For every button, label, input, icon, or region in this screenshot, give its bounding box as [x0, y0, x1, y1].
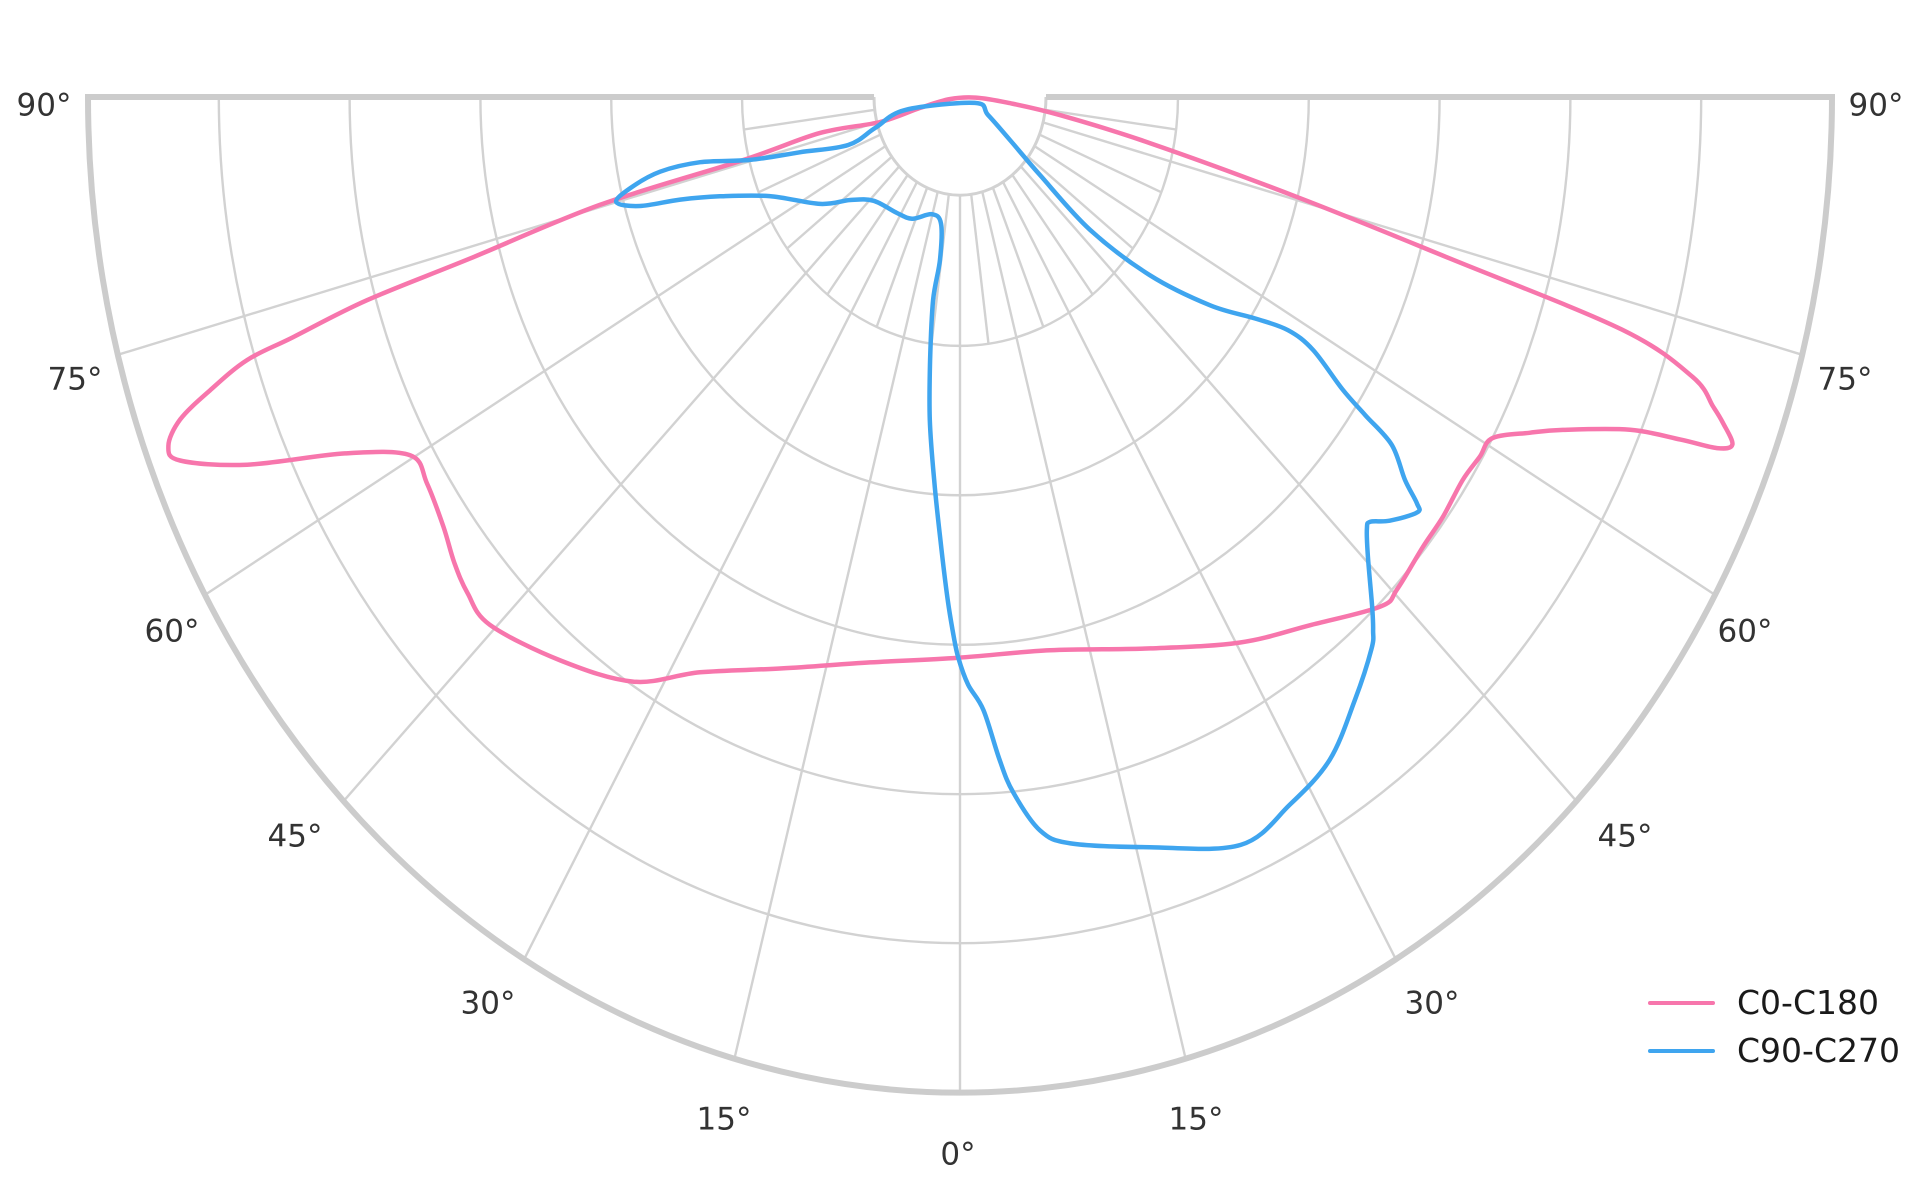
angle-label-0-90deg: 90°	[17, 88, 72, 124]
legend-swatch-c90-c270	[1648, 1049, 1715, 1053]
angle-label-1-75deg: 75°	[48, 362, 103, 398]
angle-label-5-15deg: 15°	[697, 1102, 752, 1138]
grid-hole	[872, 96, 1048, 197]
grid-radial-minor--22.5deg	[875, 187, 929, 328]
angle-label-12-90deg: 90°	[1849, 88, 1904, 124]
grid-radial-15deg	[981, 191, 1187, 1060]
grid-radial-minor-37.5deg	[1011, 174, 1094, 296]
grid-radial--15deg	[733, 191, 939, 1060]
series-curves	[166, 95, 1735, 852]
grid-radial--45deg	[342, 165, 901, 803]
grid-radial--60deg	[204, 145, 887, 597]
angle-label-4-30deg: 30°	[461, 986, 516, 1022]
grid-radial-30deg	[1001, 181, 1398, 961]
grid-radial-minor-67.5deg	[1038, 133, 1162, 194]
grid-rim	[84, 93, 1836, 1096]
legend-item-c0-c180: C0-C180	[1648, 984, 1900, 1022]
angle-label-7-15deg: 15°	[1169, 1102, 1224, 1138]
grid-radial-minor--37.5deg	[826, 174, 909, 296]
angle-label-8-30deg: 30°	[1405, 986, 1460, 1022]
legend-label-c90-c270: C90-C270	[1737, 1031, 1900, 1070]
legend: C0-C180 C90-C270	[1648, 984, 1900, 1070]
grid-radial-minor--67.5deg	[758, 133, 882, 194]
angle-label-9-45deg: 45°	[1598, 819, 1653, 855]
legend-label-c0-c180: C0-C180	[1737, 983, 1879, 1022]
polar-grid	[84, 93, 1836, 1096]
grid-radial-75deg	[1042, 121, 1803, 356]
angle-label-11-75deg: 75°	[1818, 362, 1873, 398]
angle-label-3-45deg: 45°	[268, 819, 323, 855]
angle-label-2-60deg: 60°	[145, 614, 200, 650]
grid-radial-60deg	[1033, 145, 1716, 597]
grid-radial-minor-82.5deg	[1045, 108, 1177, 131]
series-curve-c0-c180	[166, 95, 1735, 685]
series-curve-c90-c270	[613, 100, 1422, 852]
legend-swatch-c0-c180	[1648, 1001, 1715, 1005]
grid-radial-minor-7.5deg	[970, 194, 990, 345]
grid-radial-45deg	[1019, 165, 1578, 803]
angle-label-6-0deg: 0°	[940, 1137, 975, 1173]
angle-label-10-60deg: 60°	[1718, 614, 1773, 650]
grid-radial--30deg	[522, 181, 919, 961]
angle-labels: 90° 75° 60° 45° 30° 15° 0° 15° 30° 45° 60° 75° 90°	[17, 88, 1904, 1173]
grid-radial-minor-22.5deg	[991, 187, 1045, 328]
grid-radial-minor-52.5deg	[1027, 155, 1134, 250]
grid-radial-minor--82.5deg	[743, 108, 875, 131]
legend-item-c90-c270: C90-C270	[1648, 1032, 1900, 1070]
